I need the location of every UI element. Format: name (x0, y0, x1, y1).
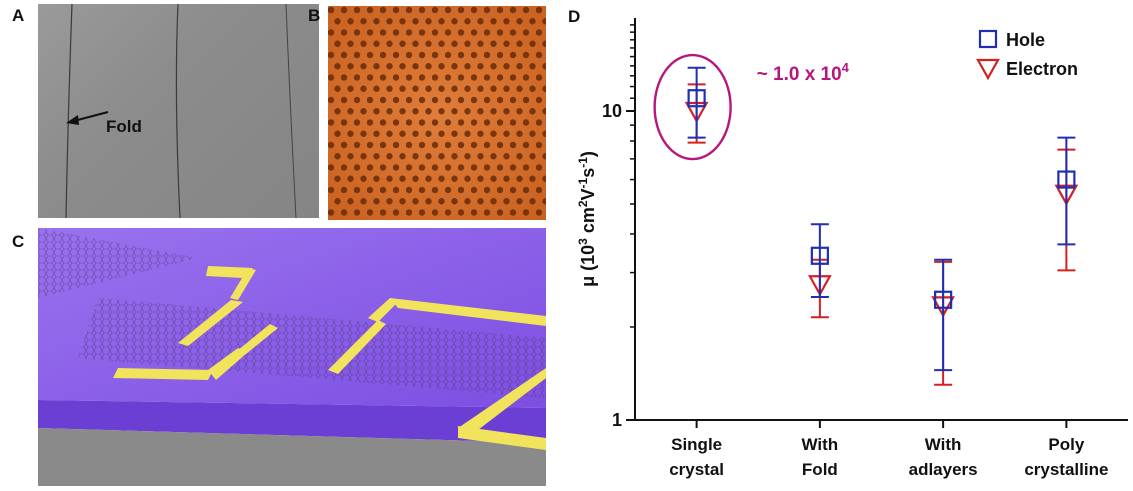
y-tick-label: 10 (602, 101, 622, 121)
x-category-label: With (802, 435, 839, 454)
panel-a-sem-image (38, 4, 319, 218)
x-category-label: Fold (802, 460, 838, 479)
annotation-text: ~ 1.0 x 104 (757, 60, 850, 85)
x-category-label: adlayers (909, 460, 978, 479)
mobility-chart: D 1 10 Single crystal With Fold With adlayers Po… (560, 0, 1133, 491)
panel-letter-d: D (568, 7, 580, 26)
x-category-label: With (925, 435, 962, 454)
y-axis-label: μ (103 cm2V-1s-1) (576, 151, 598, 287)
x-category-label: Single (671, 435, 722, 454)
legend-label-hole: Hole (1006, 30, 1045, 50)
x-category-label: crystalline (1024, 460, 1108, 479)
sem-fold-lines (38, 4, 319, 218)
lattice-image (328, 6, 546, 220)
fold-label: Fold (106, 117, 142, 137)
chart-plot-area: 1 10 Single crystal With Fold With adlayers Poly… (576, 18, 1128, 479)
panel-letter-c: C (12, 232, 24, 252)
legend-marker-electron (978, 60, 998, 78)
legend-label-electron: Electron (1006, 59, 1078, 79)
x-category-label: crystal (669, 460, 724, 479)
legend-marker-hole (980, 31, 996, 47)
panel-letter-a: A (12, 6, 24, 26)
device-render (38, 228, 546, 486)
panel-letter-b: B (308, 6, 320, 26)
y-tick-label: 1 (612, 410, 622, 430)
x-category-label: Poly (1048, 435, 1084, 454)
panel-c-device-illustration (38, 228, 546, 486)
panel-b-stm-lattice (328, 6, 546, 220)
